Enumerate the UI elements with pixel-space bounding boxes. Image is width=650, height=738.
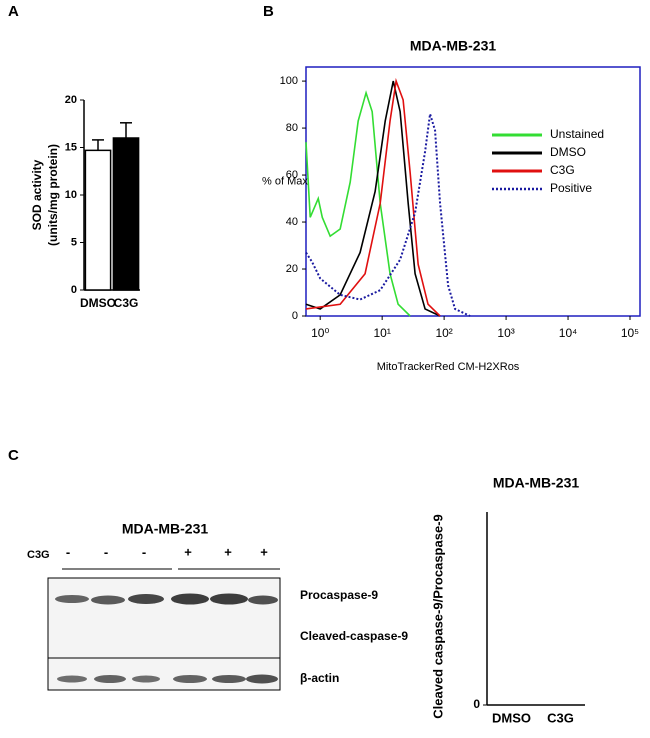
band [91, 595, 125, 605]
series-line [305, 77, 441, 317]
y-axis-label: SOD activity [30, 159, 44, 230]
band [171, 593, 209, 605]
row-label: Cleaved-caspase-9 [300, 629, 408, 643]
band [248, 595, 278, 605]
band [55, 595, 89, 603]
band [57, 675, 87, 683]
x-tick-label: C3G [547, 710, 574, 725]
x-tick-label: 10² [435, 326, 452, 340]
bar [112, 137, 140, 291]
band [246, 674, 278, 684]
y-axis-label: % of Max [262, 175, 308, 187]
y-tick-label: 20 [286, 263, 298, 275]
plot-frame [305, 66, 641, 317]
x-tick-label: 10⁴ [559, 326, 578, 340]
y-tick-label: 80 [286, 122, 298, 134]
x-tick-label: 10³ [497, 326, 514, 340]
band [94, 675, 126, 683]
x-tick-label: 10⁵ [621, 326, 639, 340]
band [128, 594, 164, 604]
band [173, 675, 207, 683]
y-tick-label: 100 [280, 75, 298, 87]
legend-label: Unstained [550, 127, 604, 141]
lane-sign: - [142, 544, 146, 559]
x-tick-label: 10¹ [373, 326, 390, 340]
error-bar [120, 122, 132, 138]
legend-label: DMSO [550, 145, 586, 159]
error-bar [92, 139, 104, 151]
blot-frame [47, 577, 281, 691]
panel-label: B [263, 3, 274, 20]
y-axis-label: Cleaved caspase-9/Procaspase-9 [430, 514, 445, 719]
y-tick-label: 60 [286, 169, 298, 181]
lane-sign: + [224, 544, 232, 559]
x-tick-label: DMSO [80, 296, 116, 310]
y-tick-label: 10 [65, 189, 77, 201]
y-axis-label: (units/mg protein) [46, 144, 60, 246]
lane-sign: + [184, 544, 192, 559]
series-line [305, 113, 471, 317]
panel-label: C [8, 447, 19, 464]
bands [55, 593, 278, 684]
lane-sign: - [104, 544, 108, 559]
row-label: Procaspase-9 [300, 588, 378, 602]
western-blot: MDA-MB-231 C3G Procaspase-9 Cleaved-casp… [27, 521, 408, 691]
lane-sign: + [260, 544, 268, 559]
chart-title: MDA-MB-231 [410, 38, 497, 54]
panel-label: A [8, 3, 19, 20]
legend-label: C3G [550, 163, 575, 177]
x-axis-label: MitoTrackerRed CM-H2XRos [377, 361, 520, 373]
x-tick-label: 10⁰ [311, 326, 329, 340]
lane-sign: - [66, 544, 70, 559]
y-tick-label: 15 [65, 141, 77, 153]
treatment-label: C3G [27, 549, 50, 561]
row-label: β-actin [300, 671, 339, 685]
y-tick-label: 0 [71, 284, 77, 296]
y-tick-label: 0 [473, 697, 480, 711]
legend-label: Positive [550, 181, 592, 195]
band [212, 675, 246, 683]
series-line [305, 90, 411, 317]
y-tick-label: 20 [65, 94, 77, 106]
y-tick-label: 40 [286, 216, 298, 228]
y-tick-label: 0 [292, 310, 298, 322]
blot-title: MDA-MB-231 [122, 521, 209, 537]
chart-title: MDA-MB-231 [493, 475, 580, 491]
bar [84, 149, 112, 291]
band [210, 593, 248, 605]
x-tick-label: DMSO [492, 710, 531, 725]
x-tick-label: C3G [114, 296, 139, 310]
band [132, 675, 160, 683]
series-line [305, 80, 441, 317]
y-tick-label: 5 [71, 236, 77, 248]
